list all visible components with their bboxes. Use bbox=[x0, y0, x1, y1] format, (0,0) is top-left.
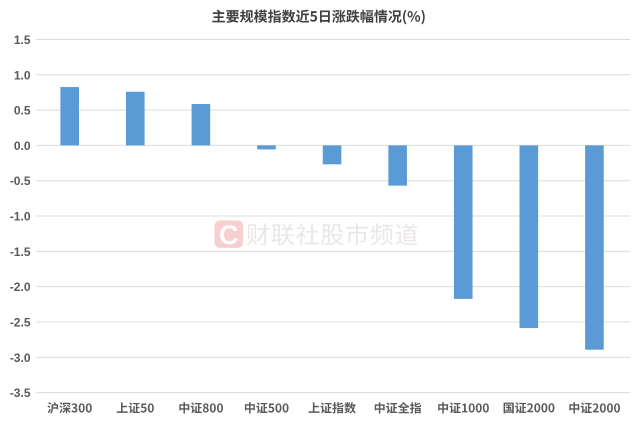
svg-text:0.5: 0.5 bbox=[14, 104, 31, 118]
svg-text:C: C bbox=[219, 220, 239, 250]
svg-text:0.0: 0.0 bbox=[14, 139, 31, 153]
svg-text:-0.5: -0.5 bbox=[10, 174, 31, 188]
svg-text:-1.0: -1.0 bbox=[10, 210, 31, 224]
svg-text:-1.5: -1.5 bbox=[10, 245, 31, 259]
svg-text:-2.0: -2.0 bbox=[10, 280, 31, 294]
svg-text:-2.5: -2.5 bbox=[10, 316, 31, 330]
svg-text:1.0: 1.0 bbox=[14, 68, 31, 82]
svg-text:-3.0: -3.0 bbox=[10, 351, 31, 365]
svg-text:1.5: 1.5 bbox=[14, 33, 31, 47]
svg-text:-3.5: -3.5 bbox=[10, 386, 31, 400]
